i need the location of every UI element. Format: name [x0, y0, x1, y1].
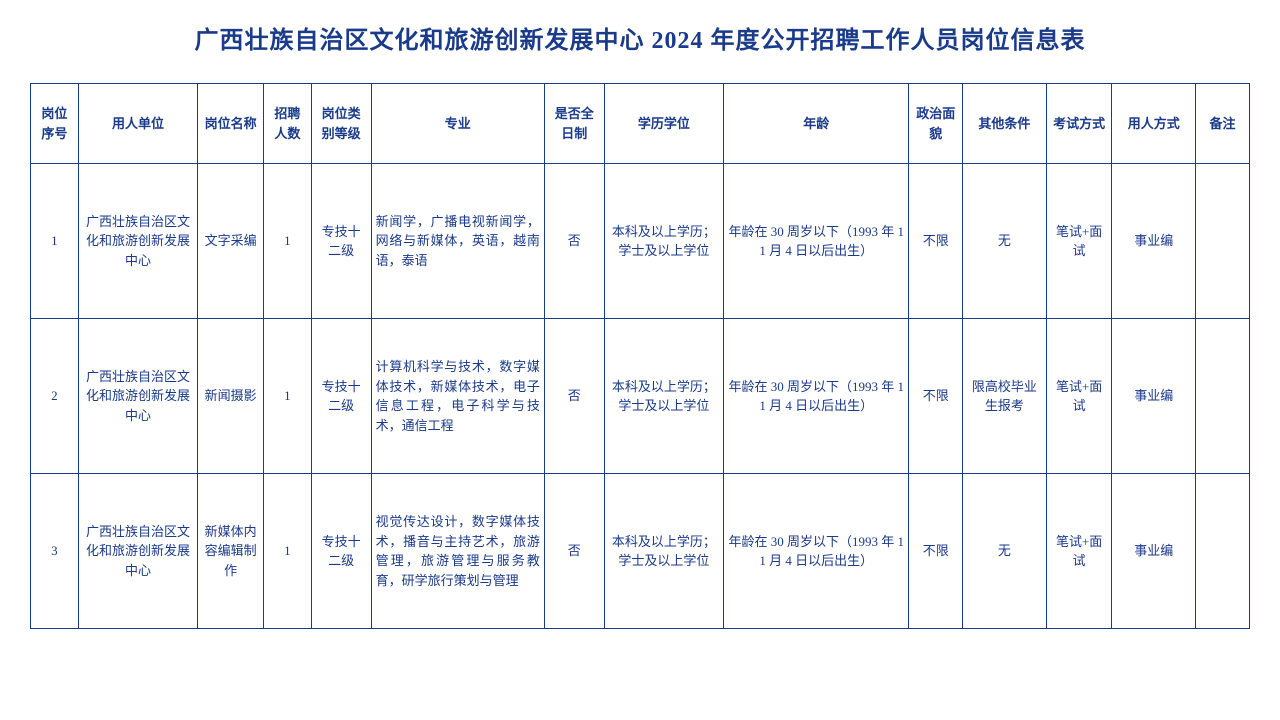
cell-other: 限高校毕业生报考: [963, 319, 1047, 474]
table-row: 3 广西壮族自治区文化和旅游创新发展中心 新媒体内容编辑制作 1 专技十二级 视…: [31, 474, 1250, 629]
cell-posname: 新闻摄影: [198, 319, 264, 474]
cell-unit: 广西壮族自治区文化和旅游创新发展中心: [78, 319, 198, 474]
job-table: 岗位序号 用人单位 岗位名称 招聘人数 岗位类别等级 专业 是否全日制 学历学位…: [30, 83, 1250, 629]
col-header: 是否全日制: [544, 84, 604, 164]
col-header: 用人方式: [1112, 84, 1196, 164]
cell-count: 1: [264, 474, 312, 629]
col-header: 学历学位: [604, 84, 724, 164]
cell-exam: 笔试+面试: [1046, 319, 1112, 474]
cell-unit: 广西壮族自治区文化和旅游创新发展中心: [78, 474, 198, 629]
col-header: 专业: [371, 84, 544, 164]
cell-exam: 笔试+面试: [1046, 164, 1112, 319]
col-header: 岗位类别等级: [311, 84, 371, 164]
col-header: 备注: [1196, 84, 1250, 164]
table-row: 1 广西壮族自治区文化和旅游创新发展中心 文字采编 1 专技十二级 新闻学，广播…: [31, 164, 1250, 319]
cell-other: 无: [963, 164, 1047, 319]
col-header: 其他条件: [963, 84, 1047, 164]
cell-edu: 本科及以上学历；学士及以上学位: [604, 319, 724, 474]
cell-major: 计算机科学与技术，数字媒体技术，新媒体技术，电子信息工程，电子科学与技术，通信工…: [371, 319, 544, 474]
cell-political: 不限: [909, 319, 963, 474]
cell-seq: 2: [31, 319, 79, 474]
col-header: 招聘人数: [264, 84, 312, 164]
cell-edu: 本科及以上学历；学士及以上学位: [604, 164, 724, 319]
cell-unit: 广西壮族自治区文化和旅游创新发展中心: [78, 164, 198, 319]
cell-age: 年龄在 30 周岁以下（1993 年 11 月 4 日以后出生）: [724, 319, 909, 474]
cell-age: 年龄在 30 周岁以下（1993 年 11 月 4 日以后出生）: [724, 164, 909, 319]
cell-fulltime: 否: [544, 164, 604, 319]
col-header: 岗位名称: [198, 84, 264, 164]
cell-count: 1: [264, 164, 312, 319]
cell-major: 视觉传达设计，数字媒体技术，播音与主持艺术，旅游管理，旅游管理与服务教育，研学旅…: [371, 474, 544, 629]
cell-exam: 笔试+面试: [1046, 474, 1112, 629]
cell-note: [1196, 164, 1250, 319]
cell-note: [1196, 319, 1250, 474]
cell-level: 专技十二级: [311, 474, 371, 629]
cell-posname: 文字采编: [198, 164, 264, 319]
cell-age: 年龄在 30 周岁以下（1993 年 11 月 4 日以后出生）: [724, 474, 909, 629]
cell-seq: 3: [31, 474, 79, 629]
cell-note: [1196, 474, 1250, 629]
cell-count: 1: [264, 319, 312, 474]
cell-hire: 事业编: [1112, 319, 1196, 474]
cell-political: 不限: [909, 474, 963, 629]
cell-political: 不限: [909, 164, 963, 319]
col-header: 年龄: [724, 84, 909, 164]
page-title: 广西壮族自治区文化和旅游创新发展中心 2024 年度公开招聘工作人员岗位信息表: [30, 20, 1250, 55]
cell-major: 新闻学，广播电视新闻学，网络与新媒体，英语，越南语，泰语: [371, 164, 544, 319]
cell-fulltime: 否: [544, 474, 604, 629]
col-header: 考试方式: [1046, 84, 1112, 164]
col-header: 用人单位: [78, 84, 198, 164]
cell-hire: 事业编: [1112, 164, 1196, 319]
col-header: 岗位序号: [31, 84, 79, 164]
cell-edu: 本科及以上学历；学士及以上学位: [604, 474, 724, 629]
cell-level: 专技十二级: [311, 164, 371, 319]
cell-seq: 1: [31, 164, 79, 319]
table-row: 2 广西壮族自治区文化和旅游创新发展中心 新闻摄影 1 专技十二级 计算机科学与…: [31, 319, 1250, 474]
cell-level: 专技十二级: [311, 319, 371, 474]
col-header: 政治面貌: [909, 84, 963, 164]
cell-posname: 新媒体内容编辑制作: [198, 474, 264, 629]
table-header-row: 岗位序号 用人单位 岗位名称 招聘人数 岗位类别等级 专业 是否全日制 学历学位…: [31, 84, 1250, 164]
cell-other: 无: [963, 474, 1047, 629]
cell-hire: 事业编: [1112, 474, 1196, 629]
cell-fulltime: 否: [544, 319, 604, 474]
